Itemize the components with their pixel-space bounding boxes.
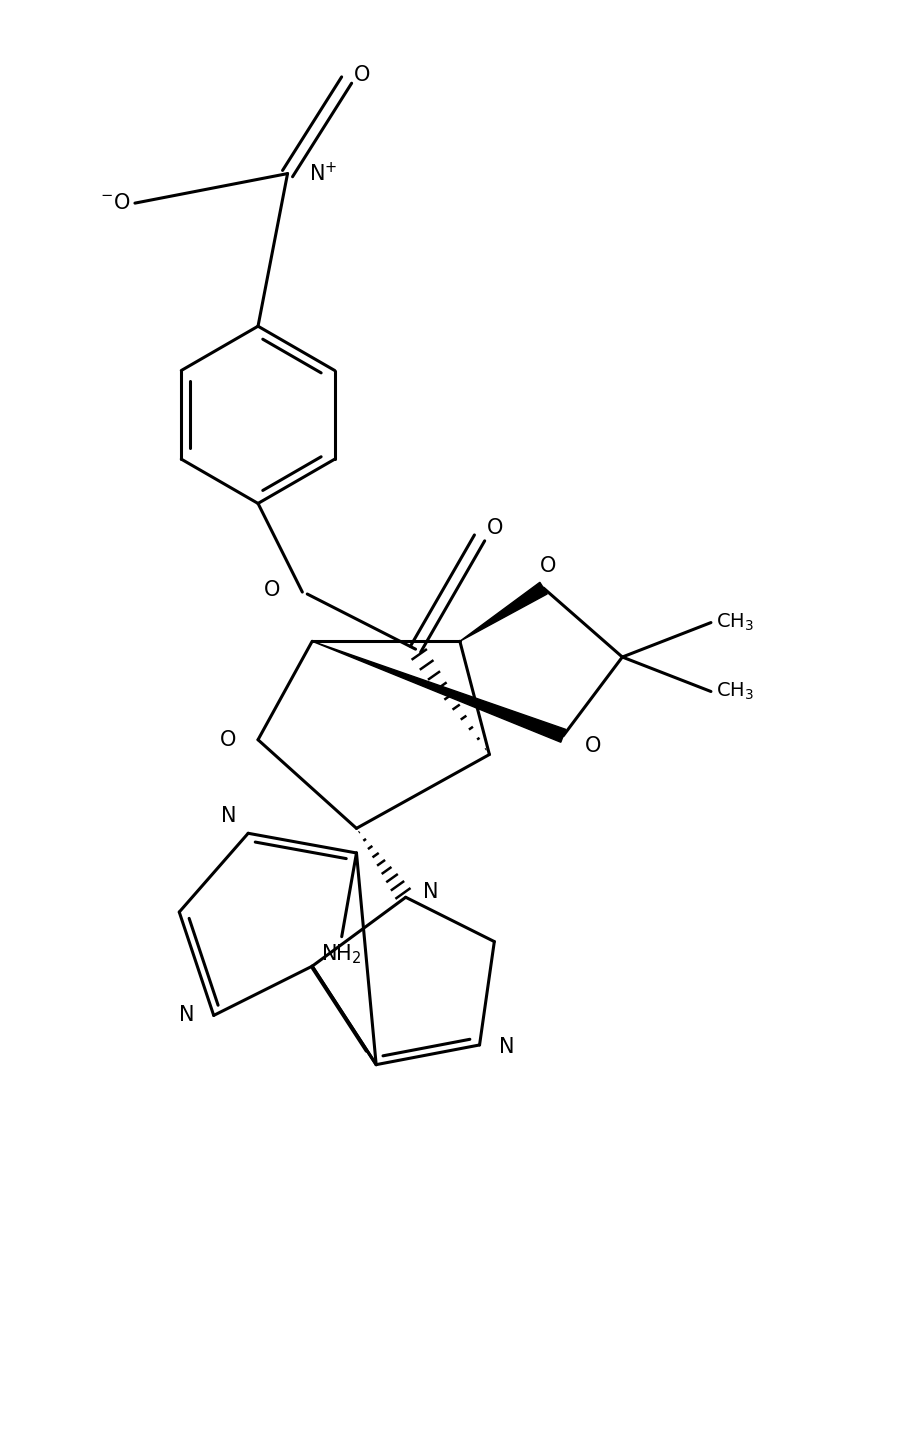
Polygon shape (312, 641, 566, 742)
Text: O: O (220, 730, 236, 749)
Polygon shape (460, 583, 548, 641)
Text: N: N (499, 1037, 515, 1057)
Text: N: N (423, 882, 439, 902)
Text: O: O (486, 518, 502, 538)
Text: CH$_3$: CH$_3$ (716, 612, 754, 633)
Text: O: O (354, 65, 370, 85)
Text: O: O (584, 736, 602, 756)
Text: N$^{+}$: N$^{+}$ (309, 162, 337, 185)
Text: O: O (264, 580, 281, 600)
Text: N: N (221, 805, 236, 826)
Text: NH$_2$: NH$_2$ (321, 943, 362, 966)
Text: $^{-}$O: $^{-}$O (100, 194, 130, 213)
Text: CH$_3$: CH$_3$ (716, 681, 754, 703)
Text: O: O (540, 557, 557, 577)
Text: N: N (179, 1005, 194, 1025)
